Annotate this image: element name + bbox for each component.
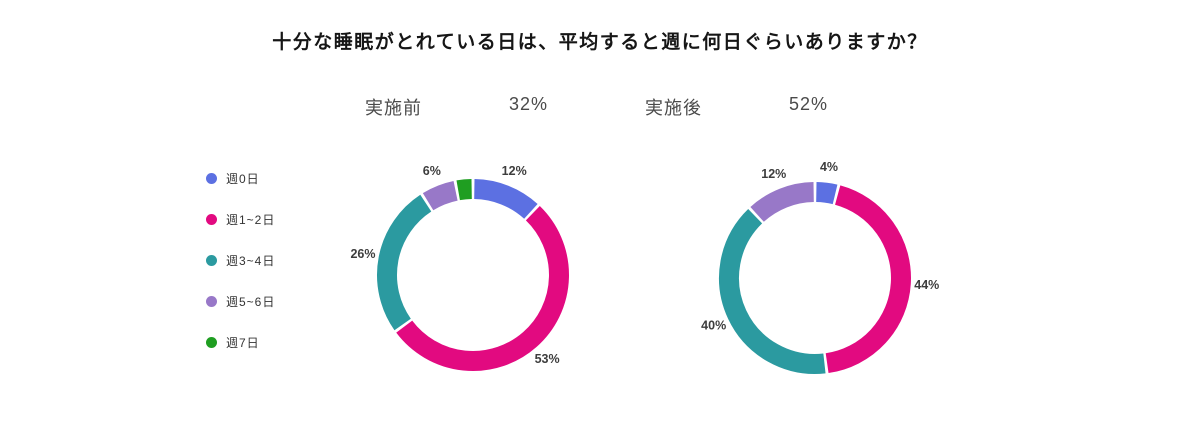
donut-chart-before: 12% 53% 26% 6%: [350, 164, 569, 371]
donut-segment-週5~6日: [422, 180, 458, 211]
donut-percent-label: 26%: [350, 247, 375, 261]
donut-segment-週3~4日: [719, 209, 826, 374]
donut-segment-週1~2日: [825, 185, 911, 374]
legend-item: 週5~6日: [206, 290, 275, 312]
donut-percent-label: 12%: [761, 167, 786, 181]
legend-dot-icon: [206, 336, 217, 348]
donut-segment-週0日: [473, 179, 538, 220]
legend-item: 週3~4日: [206, 249, 275, 271]
legend-label: 週7日: [226, 335, 260, 350]
donut-percent-label: 44%: [914, 278, 939, 292]
donut-percent-label: 40%: [701, 319, 726, 333]
donut-segment-週1~2日: [396, 206, 569, 371]
donut-segment-週7日: [456, 179, 472, 201]
donut-segment-週0日: [815, 182, 838, 205]
legend-label: 週0日: [226, 171, 260, 186]
legend-dot-icon: [206, 295, 217, 307]
donut-segment-週3~4日: [377, 194, 432, 331]
legend-dot-icon: [206, 172, 217, 184]
legend-item: 週7日: [206, 331, 275, 353]
chart-period-label-before: 実施前: [365, 98, 422, 118]
donut-percent-label: 53%: [535, 352, 560, 366]
chart-period-label-after: 実施後: [645, 98, 702, 118]
donut-percent-label: 6%: [423, 164, 441, 178]
legend-item: 週1~2日: [206, 208, 275, 230]
page-title: 十分な睡眠がとれている日は、平均すると週に何日ぐらいありますか？: [272, 32, 928, 53]
legend-label: 週5~6日: [226, 294, 276, 309]
chart-headline-value-before: 32%: [509, 94, 549, 114]
chart-headline-value-after: 52%: [789, 94, 829, 114]
legend-label: 週1~2日: [226, 212, 276, 227]
legend-dot-icon: [206, 254, 217, 266]
legend-label: 週3~4日: [226, 253, 276, 268]
legend-dot-icon: [206, 213, 217, 225]
donut-percent-label: 4%: [820, 160, 838, 174]
donut-percent-label: 12%: [502, 164, 527, 178]
legend-item: 週0日: [206, 167, 275, 189]
legend: 週0日週1~2日週3~4日週5~6日週7日: [206, 167, 275, 372]
donut-segment-週5~6日: [750, 182, 815, 223]
donut-chart-after: 4% 44% 40% 12%: [701, 160, 939, 374]
